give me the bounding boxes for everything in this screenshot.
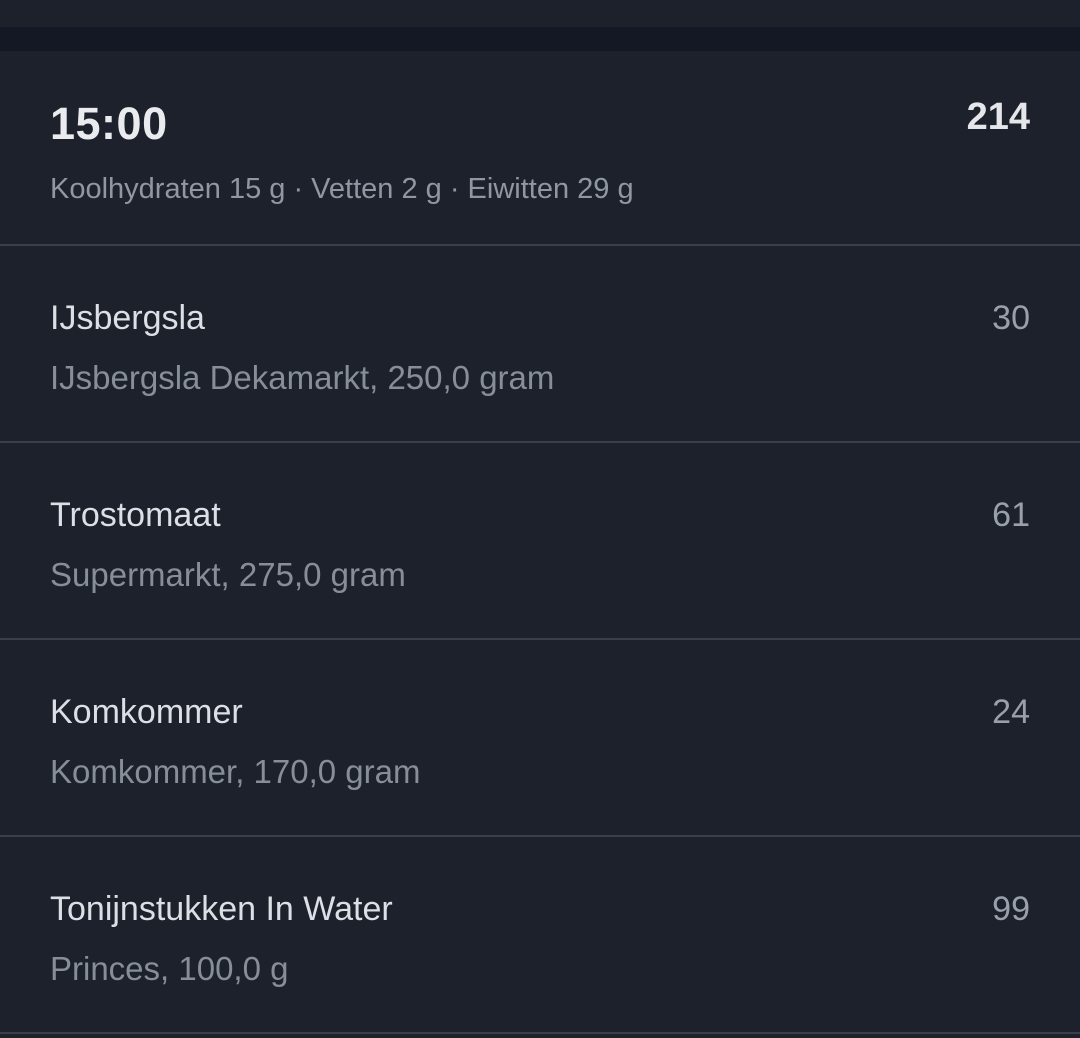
food-item-row[interactable]: Tonijnstukken In Water Princes, 100,0 g … xyxy=(0,837,1080,1032)
section-gap xyxy=(0,27,1080,51)
food-item-row[interactable]: Komkommer Komkommer, 170,0 gram 24 xyxy=(0,640,1080,835)
next-row-edge xyxy=(0,1034,1080,1038)
meal-calories-total: 214 xyxy=(966,96,1030,138)
food-item-name: Trostomaat xyxy=(50,496,221,534)
food-item-detail: Supermarkt, 275,0 gram xyxy=(50,556,406,593)
food-item-detail: Princes, 100,0 g xyxy=(50,950,289,987)
food-item-name: Tonijnstukken In Water xyxy=(50,890,393,928)
divider xyxy=(0,638,1080,640)
food-item-detail: IJsbergsla Dekamarkt, 250,0 gram xyxy=(50,359,555,396)
meal-card: 15:00 214 Koolhydraten 15 g · Vetten 2 g… xyxy=(0,51,1080,1038)
food-item-name: IJsbergsla xyxy=(50,299,205,337)
food-item-row[interactable]: Trostomaat Supermarkt, 275,0 gram 61 xyxy=(0,443,1080,638)
food-item-row[interactable]: IJsbergsla IJsbergsla Dekamarkt, 250,0 g… xyxy=(0,246,1080,441)
divider xyxy=(0,1032,1080,1034)
meal-header[interactable]: 15:00 214 Koolhydraten 15 g · Vetten 2 g… xyxy=(0,51,1080,244)
food-item-calories: 61 xyxy=(992,496,1030,534)
divider xyxy=(0,244,1080,246)
divider xyxy=(0,835,1080,837)
meal-macros-summary: Koolhydraten 15 g · Vetten 2 g · Eiwitte… xyxy=(50,173,634,205)
previous-card-edge xyxy=(0,0,1080,27)
food-item-calories: 30 xyxy=(992,299,1030,337)
food-item-calories: 24 xyxy=(992,693,1030,731)
food-item-name: Komkommer xyxy=(50,693,243,731)
meal-time: 15:00 xyxy=(50,98,168,149)
divider xyxy=(0,441,1080,443)
food-item-calories: 99 xyxy=(992,890,1030,928)
food-item-detail: Komkommer, 170,0 gram xyxy=(50,753,421,790)
